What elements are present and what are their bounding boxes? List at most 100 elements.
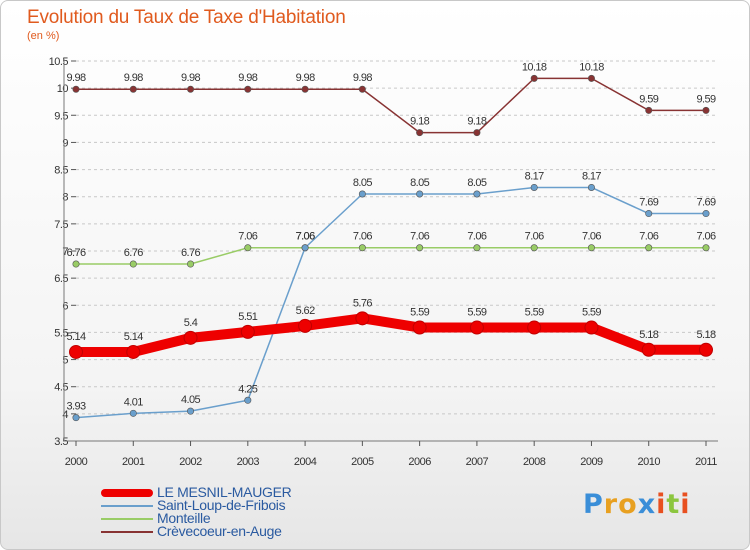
y-tick-label: 8	[62, 192, 68, 204]
data-point	[72, 85, 80, 93]
logo-letter: r	[603, 489, 619, 520]
data-point	[72, 414, 80, 422]
data-point	[129, 260, 137, 268]
data-point	[473, 190, 481, 198]
data-point	[530, 74, 538, 82]
data-point	[129, 409, 137, 417]
logo-letter: i	[656, 489, 667, 520]
data-label: 7.06	[696, 231, 715, 243]
data-label: 6.76	[181, 247, 200, 259]
data-label: 7.06	[525, 231, 544, 243]
data-point	[530, 244, 538, 252]
data-point	[416, 129, 424, 137]
data-label: 7.69	[696, 197, 715, 209]
data-point	[129, 85, 137, 93]
data-point	[645, 244, 653, 252]
x-tick-label: 2009	[580, 456, 603, 468]
x-tick-label: 2001	[122, 456, 145, 468]
data-label: 7.06	[296, 231, 315, 243]
data-point	[358, 85, 366, 93]
data-label: 9.59	[696, 93, 715, 105]
y-tick-label: 10	[57, 83, 69, 95]
data-point	[699, 342, 713, 357]
y-tick-label: 5	[62, 355, 68, 367]
series-line	[75, 186, 707, 419]
data-point	[244, 85, 252, 93]
chart-title: Evolution du Taux de Taxe d'Habitation	[27, 7, 346, 28]
legend-swatch	[101, 518, 153, 520]
data-point	[301, 244, 309, 252]
data-point	[416, 244, 424, 252]
data-label: 7.06	[353, 231, 372, 243]
data-point	[702, 106, 710, 114]
data-point	[244, 244, 252, 252]
data-label: 4.01	[124, 396, 143, 408]
data-label: 5.62	[296, 305, 315, 317]
data-point	[587, 74, 595, 82]
legend-swatch	[101, 531, 153, 533]
data-label: 9.98	[296, 72, 315, 84]
y-tick-label: 4	[62, 409, 68, 421]
legend-label: Monteille	[157, 510, 211, 526]
x-tick-label: 2006	[408, 456, 431, 468]
data-label: 4.05	[181, 394, 200, 406]
data-point	[412, 320, 427, 335]
x-tick-label: 2004	[294, 456, 317, 468]
data-point	[530, 183, 538, 191]
x-tick-label: 2011	[695, 456, 717, 468]
data-point	[183, 330, 198, 345]
y-tick-label: 6.5	[54, 273, 68, 285]
x-tick-label: 2008	[523, 456, 546, 468]
data-label: 9.98	[181, 72, 200, 84]
data-point	[473, 129, 481, 137]
data-label: 7.06	[410, 231, 429, 243]
data-point	[702, 210, 710, 218]
series-line	[75, 77, 707, 134]
data-point	[72, 260, 80, 268]
y-tick-label: 9.5	[54, 110, 68, 122]
data-label: 5.14	[124, 331, 143, 343]
logo-letter: i	[680, 489, 691, 520]
data-point	[301, 85, 309, 93]
series-line	[71, 313, 711, 357]
data-label: 5.59	[582, 307, 601, 319]
data-label: 8.17	[582, 170, 601, 182]
data-point	[187, 407, 195, 415]
data-label: 7.06	[582, 231, 601, 243]
y-tick-label: 7	[62, 246, 68, 258]
data-label: 7.06	[639, 231, 658, 243]
data-point	[584, 320, 599, 335]
data-label: 6.76	[66, 247, 85, 259]
data-point	[187, 260, 195, 268]
x-tick-label: 2007	[466, 456, 489, 468]
legend-label: Saint-Loup-de-Fribois	[157, 497, 286, 513]
data-point	[416, 190, 424, 198]
logo-letter: P	[583, 489, 604, 520]
data-label: 4.25	[238, 383, 257, 395]
data-point	[355, 311, 370, 326]
data-label: 7.06	[296, 231, 315, 243]
legend-label: LE MESNIL-MAUGER	[157, 484, 292, 500]
data-label: 5.14	[66, 331, 85, 343]
y-tick-label: 4.5	[54, 382, 68, 394]
data-label: 10.18	[522, 61, 547, 73]
series-line	[75, 246, 707, 265]
data-label: 5.76	[353, 297, 372, 309]
data-label: 9.18	[410, 116, 429, 128]
data-label: 5.59	[467, 307, 486, 319]
data-point	[69, 344, 83, 359]
logo-letter: t	[666, 489, 681, 520]
logo-letter: o	[618, 489, 638, 520]
data-label: 3.93	[66, 401, 85, 413]
data-label: 8.05	[353, 177, 372, 189]
data-label: 5.4	[184, 317, 198, 329]
chart-subtitle: (en %)	[27, 30, 60, 42]
x-tick-label: 2002	[179, 456, 202, 468]
legend-label: Crèvecoeur-en-Auge	[157, 523, 282, 539]
data-point	[358, 244, 366, 252]
data-point	[645, 106, 653, 114]
data-label: 5.59	[410, 307, 429, 319]
y-tick-label: 5.5	[54, 327, 68, 339]
